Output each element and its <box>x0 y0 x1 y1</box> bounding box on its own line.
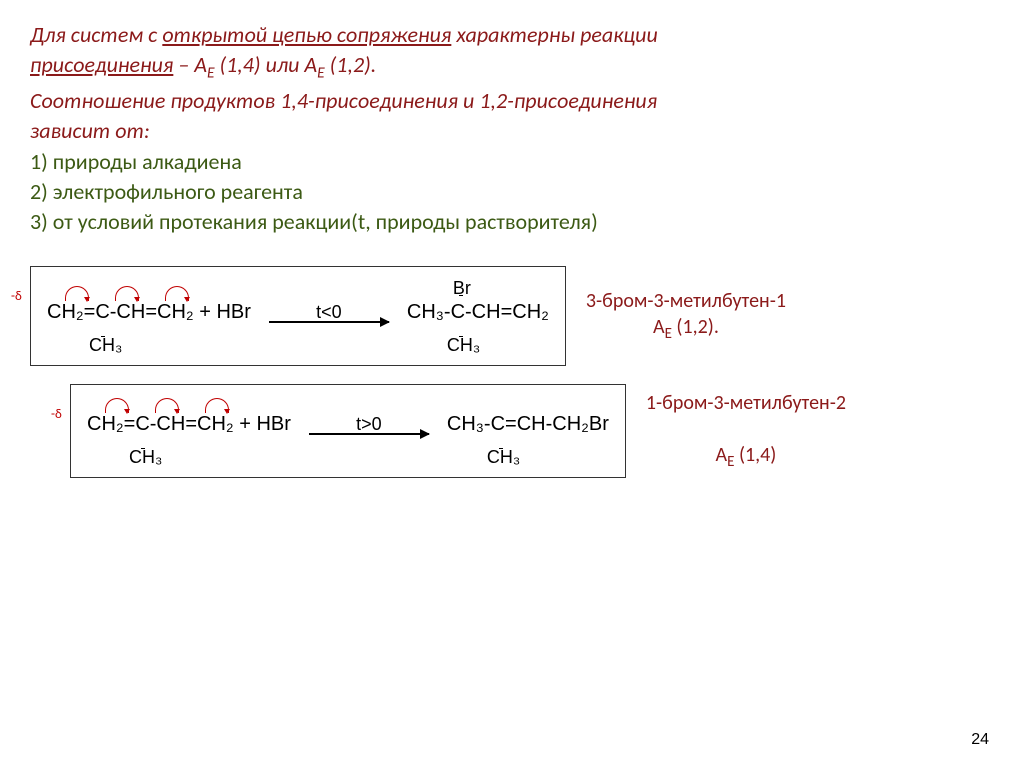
label-text: 1-бром-3-метилбутен-2 <box>646 391 846 415</box>
product-label-2: 1-бром-3-метилбутен-2 АЕ (1,4) <box>646 390 846 473</box>
sub-formula: СН₃ <box>129 448 162 468</box>
bond-line <box>459 295 463 296</box>
arrow-condition: t>0 <box>356 414 382 435</box>
dependency-list: 1) природы алкадиена 2) электрофильного … <box>30 147 994 236</box>
h-text: – А <box>173 51 207 78</box>
arrow-condition: t<0 <box>316 302 342 323</box>
h-text: Для систем с <box>30 21 162 48</box>
electron-arrow-icon <box>115 286 139 301</box>
reaction-box-2: -δ СН₂=С-СН=СН₂ + HBr СН₃ t>0 СН₃-С=СН-С… <box>70 384 626 478</box>
reaction-arrow: t<0 <box>269 302 389 323</box>
electron-arrow-icon <box>205 398 229 413</box>
sub-formula: СН₃ <box>487 448 520 468</box>
sub-formula: СН₃ <box>89 336 122 356</box>
reaction-box-1: -δ СН₂=С-СН=СН₂ + HBr СН₃ t<0 Br СН₃-С-С… <box>30 266 566 366</box>
h-sub: Е <box>207 63 215 82</box>
delta-label: -δ <box>51 407 62 422</box>
h-ul2: присоединения <box>30 51 173 78</box>
reactant-formula: СН₂=С-СН=СН₂ + HBr СН₃ <box>47 301 251 323</box>
page-number: 24 <box>971 731 989 749</box>
electron-arrow-icon <box>105 398 129 413</box>
label-text: 3-бром-3-метилбутен-1 <box>586 289 786 313</box>
heading: Для систем с открытой цепью сопряжения х… <box>30 20 994 84</box>
reaction-arrow: t>0 <box>309 414 429 435</box>
label-text: (1,2). <box>672 315 719 339</box>
formula-text: СН₃-С-СН=СН₂ <box>407 301 549 323</box>
intro-line: Соотношение продуктов 1,4-присоединения … <box>30 87 657 114</box>
intro-line: зависит от: <box>30 117 150 144</box>
label-sub: Е <box>665 325 672 343</box>
product-formula: СН₃-С=СН-СН₂Br СН₃ <box>447 413 609 435</box>
label-text: А <box>716 443 728 467</box>
h-text: (1,2). <box>325 51 377 78</box>
product-label-1: 3-бром-3-метилбутен-1 АЕ (1,2). <box>586 288 786 345</box>
list-item: 1) природы алкадиена <box>30 147 994 177</box>
formula-text: СН₂=С-СН=СН₂ + HBr <box>87 413 291 435</box>
sub-formula: СН₃ <box>447 336 480 356</box>
arrow-icon <box>309 433 429 435</box>
formula-text: СН₃-С=СН-СН₂Br <box>447 413 609 435</box>
h-text: (1,4) или А <box>215 51 318 78</box>
label-text: (1,4) <box>734 443 776 467</box>
arrow-icon <box>269 321 389 323</box>
electron-arrow-icon <box>165 286 189 301</box>
intro-text: Соотношение продуктов 1,4-присоединения … <box>30 86 994 145</box>
label-text: А <box>653 315 665 339</box>
electron-arrow-icon <box>155 398 179 413</box>
reactant-formula: СН₂=С-СН=СН₂ + HBr СН₃ <box>87 413 291 435</box>
product-formula: Br СН₃-С-СН=СН₂ СН₃ <box>407 301 549 323</box>
list-item: 2) электрофильного реагента <box>30 177 994 207</box>
h-ul: открытой цепью сопряжения <box>162 21 451 48</box>
h-text: характерны реакции <box>451 21 657 48</box>
h-sub: Е <box>317 63 325 82</box>
formula-text: СН₂=С-СН=СН₂ + HBr <box>47 301 251 323</box>
delta-label: -δ <box>11 289 22 304</box>
list-item: 3) от условий протекания реакции(t, прир… <box>30 207 994 237</box>
electron-arrow-icon <box>65 286 89 301</box>
